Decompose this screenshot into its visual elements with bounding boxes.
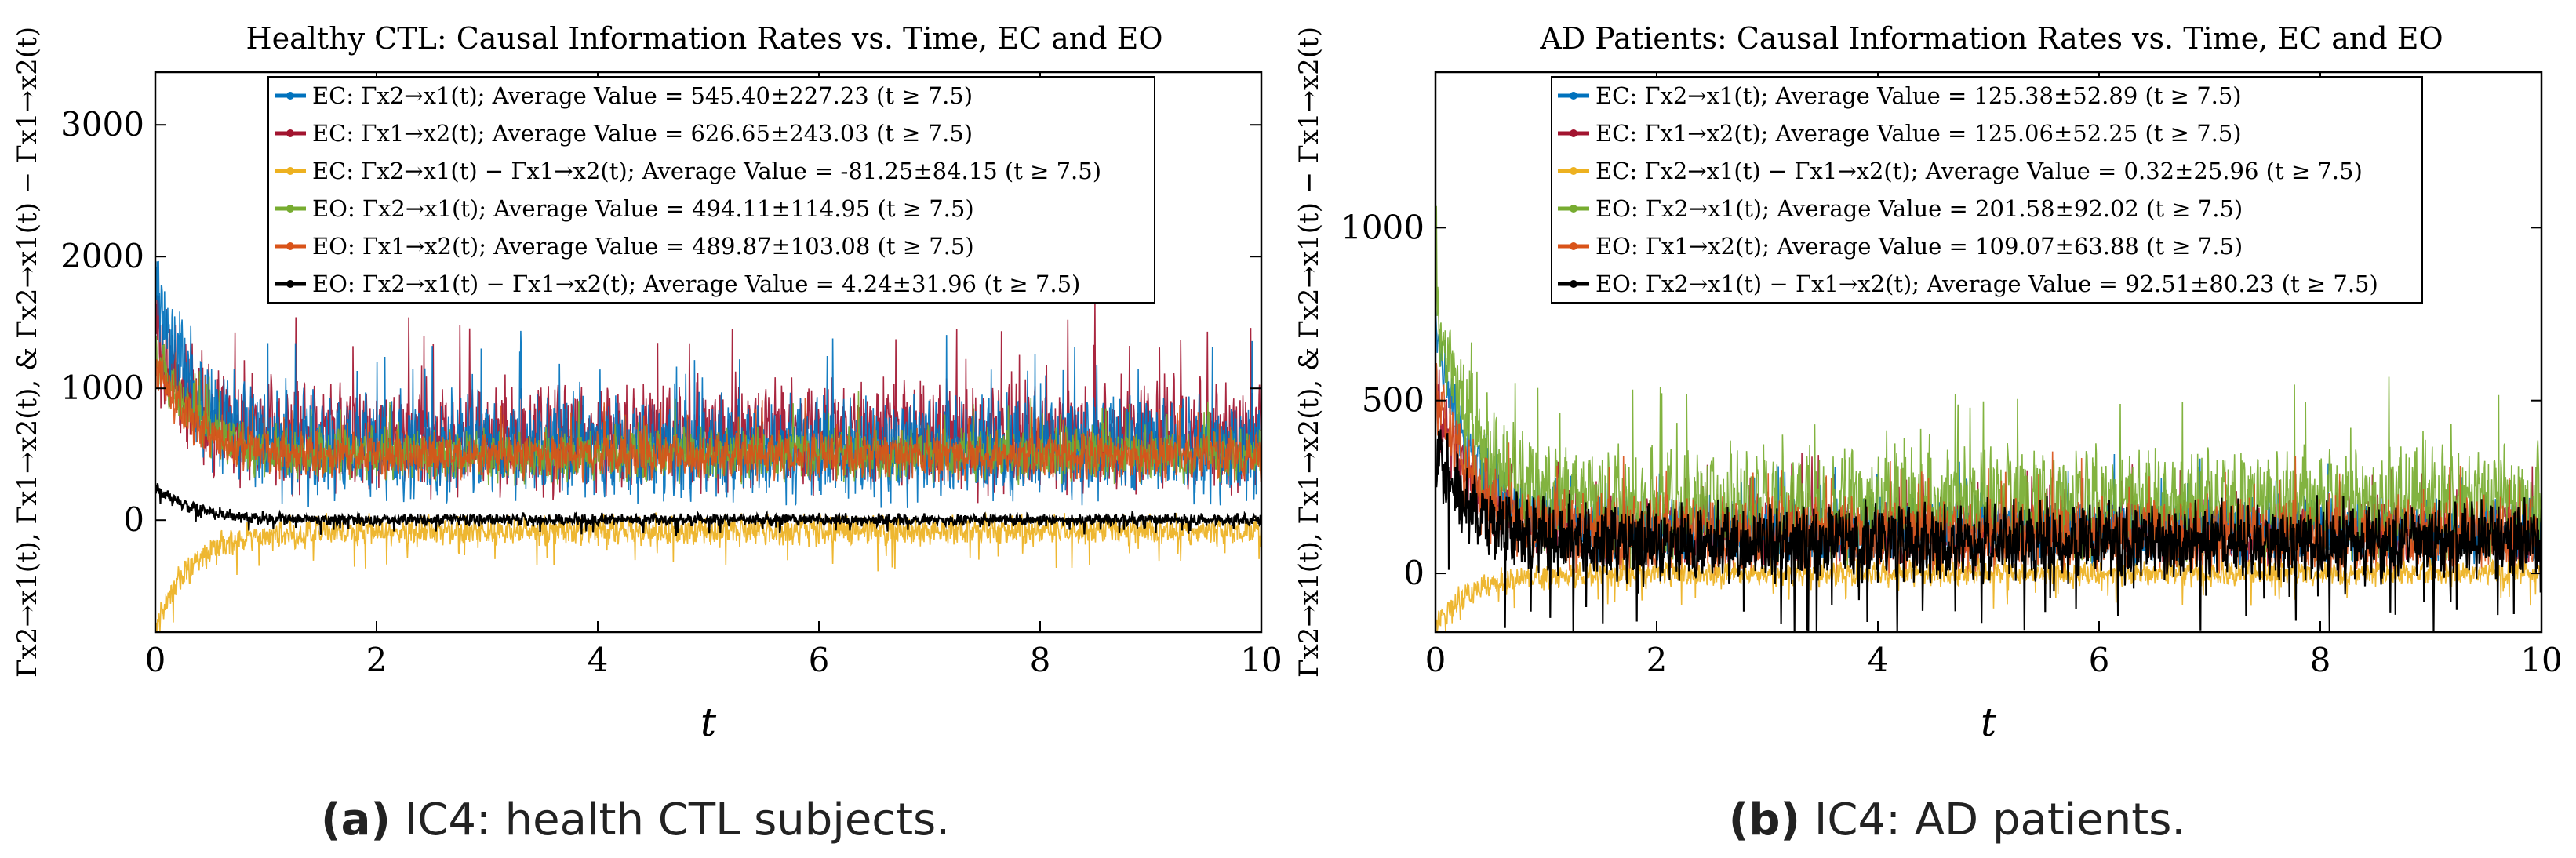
- legend-entry-ec-x2x1: EC: Γx2→x1(t); Average Value = 545.40±22…: [312, 82, 973, 109]
- panel-b: AD Patients: Causal Information Rates vs…: [1293, 21, 2563, 745]
- series-line-eo-diff: [1435, 429, 2541, 632]
- x-tick-label: 6: [809, 641, 830, 679]
- legend-entry-eo-diff: EO: Γx2→x1(t) − Γx1→x2(t); Average Value…: [1595, 271, 2378, 297]
- legend-marker: [286, 242, 294, 250]
- series-layer-a: [155, 249, 1261, 632]
- caption-a: (a) IC4: health CTL subjects.: [321, 794, 950, 845]
- series-line-eo-diff: [155, 483, 1261, 536]
- legend-entry-ec-x1x2: EC: Γx1→x2(t); Average Value = 125.06±52…: [1595, 120, 2242, 147]
- legend-marker: [286, 205, 294, 213]
- legend-marker: [286, 129, 294, 137]
- ticks-a: 0 2 4 6 8 10 0 1000 2000 3000: [60, 72, 1283, 679]
- y-tick-label: 3000: [60, 105, 144, 144]
- x-tick-label: 6: [2089, 641, 2110, 679]
- legend-entry-eo-x2x1: EO: Γx2→x1(t); Average Value = 494.11±11…: [312, 195, 974, 222]
- caption-b-text: IC4: AD patients.: [1800, 794, 2185, 845]
- legend-entry-ec-x1x2: EC: Γx1→x2(t); Average Value = 626.65±24…: [312, 120, 973, 147]
- x-axis-label-b: t: [1981, 700, 1997, 745]
- y-tick-label: 1000: [60, 369, 144, 407]
- x-tick-label: 0: [145, 641, 166, 679]
- legend-entry-eo-x1x2: EO: Γx1→x2(t); Average Value = 489.87±10…: [312, 233, 974, 260]
- x-tick-label: 8: [1030, 641, 1051, 679]
- legend-marker: [1570, 242, 1577, 250]
- ticks-b: 0 2 4 6 8 10 0 500 1000: [1341, 72, 2563, 679]
- x-tick-label: 4: [588, 641, 609, 679]
- legend-marker: [1570, 167, 1577, 175]
- y-axis-label-a: Γx2→x1(t), Γx1→x2(t), & Γx2→x1(t) − Γx1→…: [12, 27, 43, 678]
- legend-marker: [1570, 205, 1577, 213]
- legend-marker: [1570, 129, 1577, 137]
- y-tick-label: 0: [123, 500, 144, 539]
- legend-entry-eo-diff: EO: Γx2→x1(t) − Γx1→x2(t); Average Value…: [312, 271, 1080, 297]
- x-tick-label: 4: [1868, 641, 1889, 679]
- y-tick-label: 2000: [60, 237, 144, 275]
- caption-b: (b) IC4: AD patients.: [1729, 794, 2185, 845]
- chart-title-a: Healthy CTL: Causal Information Rates vs…: [246, 21, 1162, 56]
- x-tick-label: 0: [1425, 641, 1446, 679]
- x-tick-label: 8: [2310, 641, 2331, 679]
- legend-marker: [286, 92, 294, 100]
- x-tick-label: 10: [1240, 641, 1282, 679]
- x-tick-label: 2: [1646, 641, 1668, 679]
- x-axis-label-a: t: [700, 700, 717, 745]
- plot-frame-b: [1434, 71, 2543, 634]
- plot-frame-a: [154, 71, 1263, 634]
- series-line-eo-x1x2: [155, 352, 1261, 483]
- series-layer-b: [1435, 205, 2541, 632]
- caption-a-text: IC4: health CTL subjects.: [391, 794, 950, 845]
- caption-a-label: (a): [321, 794, 391, 845]
- caption-b-label: (b): [1729, 794, 1800, 845]
- legend-marker: [286, 167, 294, 175]
- legend-entry-ec-diff: EC: Γx2→x1(t) − Γx1→x2(t); Average Value…: [1595, 158, 2363, 184]
- legend-a: EC: Γx2→x1(t); Average Value = 545.40±22…: [267, 76, 1155, 304]
- legend-entry-ec-diff: EC: Γx2→x1(t) − Γx1→x2(t); Average Value…: [312, 158, 1101, 184]
- legend-box: [1551, 76, 2423, 304]
- chart-title-b: AD Patients: Causal Information Rates vs…: [1539, 21, 2443, 56]
- legend-marker: [286, 280, 294, 288]
- x-tick-label: 2: [366, 641, 387, 679]
- legend-marker: [1570, 92, 1577, 100]
- x-tick-label: 10: [2520, 641, 2562, 679]
- legend-entry-ec-x2x1: EC: Γx2→x1(t); Average Value = 125.38±52…: [1595, 82, 2242, 109]
- y-tick-label: 0: [1403, 554, 1424, 592]
- panel-a: Healthy CTL: Causal Information Rates vs…: [12, 21, 1283, 745]
- legend-entry-eo-x1x2: EO: Γx1→x2(t); Average Value = 109.07±63…: [1595, 233, 2243, 260]
- legend-box: [267, 76, 1155, 304]
- y-tick-label: 1000: [1341, 208, 1424, 246]
- y-tick-label: 500: [1362, 381, 1424, 420]
- legend-b: EC: Γx2→x1(t); Average Value = 125.38±52…: [1551, 76, 2423, 304]
- legend-entry-eo-x2x1: EO: Γx2→x1(t); Average Value = 201.58±92…: [1595, 195, 2243, 222]
- y-axis-label-b: Γx2→x1(t), Γx1→x2(t), & Γx2→x1(t) − Γx1→…: [1293, 27, 1325, 678]
- legend-marker: [1570, 280, 1577, 288]
